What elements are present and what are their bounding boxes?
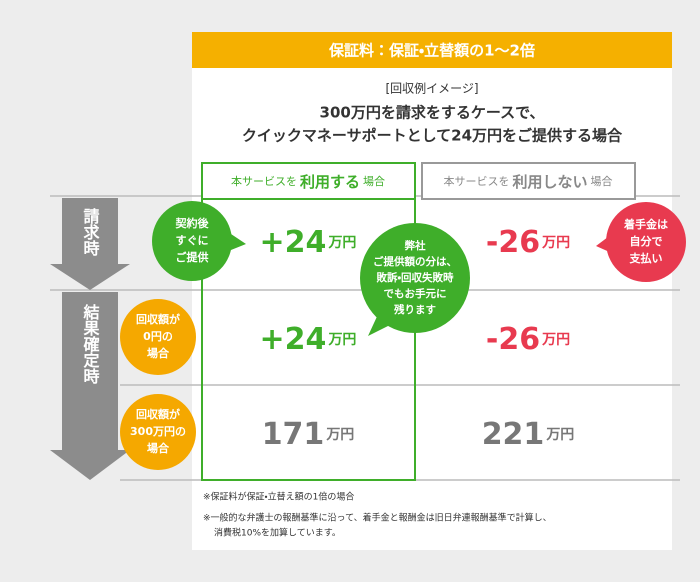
column-header-emphasis: 利用しない xyxy=(512,173,587,191)
amount: 221 万円 xyxy=(482,417,575,452)
intro-line: 300万円を請求をするケースで、 xyxy=(320,104,545,122)
bubble-text: 弊社 xyxy=(405,239,426,252)
bubble-text: 敗訴・回収失敗時 xyxy=(376,271,454,284)
generated: 本サービスを 利用する 場合 本サービスを 利用しない 場合+24 万円 -26 万円+24 万円… xyxy=(130,173,668,539)
amount-unit: 万円 xyxy=(327,235,356,251)
condition-circle xyxy=(120,299,196,375)
phase-arrow xyxy=(50,198,130,290)
amount-number: -26 xyxy=(486,225,540,260)
column-header-prefix: 本サービスを xyxy=(443,174,509,188)
bubble-text: 0円の xyxy=(143,330,173,343)
amount: +24 万円 xyxy=(260,322,357,357)
amount: +24 万円 xyxy=(260,225,357,260)
column-header-emphasis: 利用する xyxy=(300,173,360,191)
amount-number: -26 xyxy=(486,322,540,357)
intro-line: クイックマネーサポートとして24万円をご提供する場合 xyxy=(242,127,623,145)
amount: 171 万円 xyxy=(262,417,355,452)
bubble-text: 契約後 xyxy=(176,216,210,230)
amount-number: 221 xyxy=(482,417,545,452)
bubble-text: 300万円の xyxy=(130,425,186,438)
bubble-text: ご提供 xyxy=(176,250,209,264)
column-header: 本サービスを 利用する 場合 xyxy=(231,173,385,191)
amount-unit: 万円 xyxy=(325,427,354,443)
bubble-text: 着手金は xyxy=(623,217,668,231)
footnote: 消費税10%を加算しています。 xyxy=(214,527,341,539)
phase-label: 結果確定時 xyxy=(81,303,101,385)
bubble-text: 場合 xyxy=(147,346,170,360)
amount-number: +24 xyxy=(260,322,327,357)
phase-label: 請求時 xyxy=(81,207,100,257)
header-title: 保証料：保証・立替額の1～2倍 xyxy=(328,42,535,60)
footnote: ※保証料が保証・立替え額の1倍の場合 xyxy=(203,491,354,503)
bubble xyxy=(606,202,686,282)
column-header-suffix: 場合 xyxy=(591,175,613,188)
column-header-prefix: 本サービスを xyxy=(231,174,297,188)
bubble-text: でもお手元に xyxy=(384,287,447,300)
column-header: 本サービスを 利用しない 場合 xyxy=(443,173,612,191)
intro-label: [回収例イメージ] xyxy=(385,82,478,96)
bubble-text: 回収額が xyxy=(136,312,180,326)
bubble xyxy=(152,201,232,281)
header-bar xyxy=(192,32,672,68)
bubble xyxy=(360,223,470,333)
bubble-text: 支払い xyxy=(629,251,663,265)
bubble-text: 残ります xyxy=(393,303,436,316)
column-header-box xyxy=(201,162,416,200)
amount-number: +24 xyxy=(260,225,327,260)
amount-number: 171 xyxy=(262,417,325,452)
bubble-text: すぐに xyxy=(176,234,209,247)
amount: -26 万円 xyxy=(486,322,570,357)
bubble-text: 回収額が xyxy=(136,407,180,421)
amount-unit: 万円 xyxy=(327,332,356,348)
bubble-text: 自分で xyxy=(630,234,663,248)
amount-unit: 万円 xyxy=(545,427,574,443)
footnote: ※一般的な弁護士の報酬基準に沿って、着手金と報酬金は旧日弁連報酬基準で計算し、 xyxy=(203,512,552,524)
phase-arrow xyxy=(50,292,130,480)
column-header-box xyxy=(421,162,636,200)
condition-circle xyxy=(120,394,196,470)
bubble-text: 場合 xyxy=(147,441,170,455)
amount: -26 万円 xyxy=(486,225,570,260)
bubble-text: ご提供額の分は、 xyxy=(373,255,457,268)
column-header-suffix: 場合 xyxy=(363,175,385,188)
bubble-tail xyxy=(368,310,396,336)
amount-unit: 万円 xyxy=(541,332,570,348)
amount-unit: 万円 xyxy=(541,235,570,251)
